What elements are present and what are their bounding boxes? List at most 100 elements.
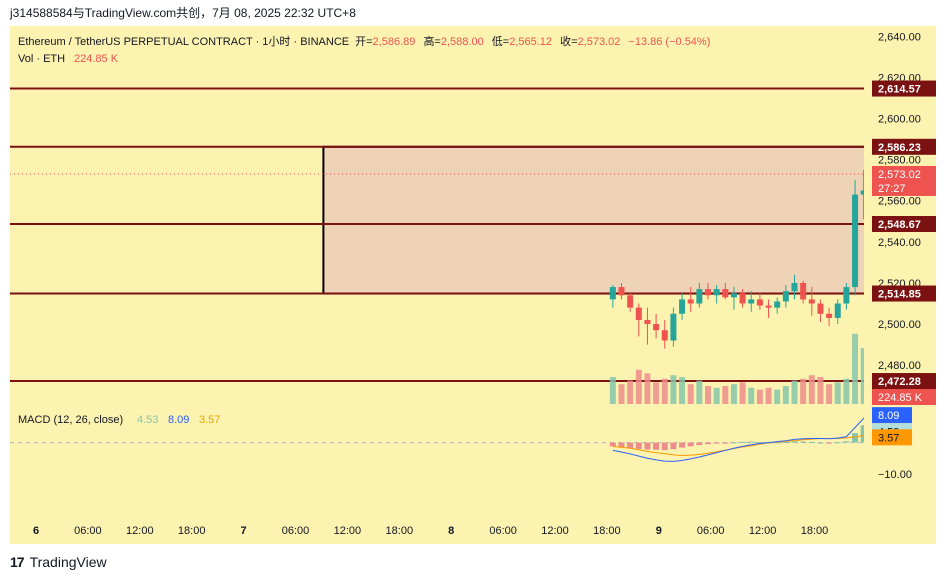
macd-histogram-bar [653,442,660,450]
candle-body [627,295,634,308]
volume-legend-label[interactable]: Vol · ETH [18,53,65,65]
macd-histogram-bar [705,442,711,445]
volume-legend-value: 224.85 K [74,53,119,65]
candle-body [791,282,798,292]
volume-bar [627,380,634,404]
price-level-tag [872,285,936,302]
high-label: 高= [423,34,440,48]
volume-bar [696,380,703,404]
price-level-tag-text: 2,548.67 [878,219,921,231]
macd-histogram-bar [627,442,634,449]
time-axis-layer: 6 06:00 12:00 18:00 7 06:00 12:00 18:00 8 06:00 12… [33,525,828,537]
volume-bar [774,389,781,404]
tradingview-logo-icon: 17 [10,554,25,570]
macd-histogram-bar [679,442,686,448]
macd-histogram-bar [722,442,729,444]
macd-histogram-bar [687,442,694,447]
close-value: 2,573.02 [578,36,621,48]
legend-symbol[interactable]: Ethereum / TetherUS PERPETUAL CONTRACT ·… [18,35,349,48]
candle-body [661,330,668,341]
macd-signal-line [612,426,936,456]
time-tick-label: 7 [241,525,247,537]
volume-bar [800,378,807,404]
price-tick-label: 2,480.00 [878,360,921,372]
macd-histogram-bar [635,442,642,449]
macd-value-tag-text: 8.09 [878,410,899,422]
macd-legend-label[interactable]: MACD (12, 26, close) [18,414,123,426]
time-tick-label: 06:00 [489,525,517,537]
price-tick-label: 2,500.00 [878,319,921,331]
price-level-tag-text: 2,614.57 [878,84,921,96]
watermark-header: j314588584与TradingView.com共创，7月 08, 2025… [10,6,356,20]
price-level-tag [872,138,936,155]
candle-body [644,319,651,325]
price-level-tag [872,373,936,390]
price-tick-label: 2,540.00 [878,237,921,249]
candle-body [817,303,824,314]
candle-body [756,299,763,306]
volume-bar [722,386,729,404]
volume-bar [730,384,737,404]
volume-bar [679,377,686,404]
candle-body [679,299,686,314]
time-tick-label: 06:00 [74,525,102,537]
last-price-tag-text: 2,573.02 [878,169,921,181]
volume-bar [609,377,616,404]
candle-body [739,293,746,304]
time-tick-label: 06:00 [697,525,725,537]
macd-histogram-bar [817,442,824,444]
macd-histogram-bar [782,441,789,443]
macd-legend-line: 8.09 [168,414,189,426]
price-tick-label: 2,560.00 [878,196,921,208]
time-tick-label: 18:00 [178,525,206,537]
macd-histogram-bar [756,441,763,443]
chart-frame[interactable]: 2,640.00 2,620.00 2,600.00 2,580.00 2,560.00… [10,26,936,544]
candle-body [713,289,720,296]
macd-histogram-bar [713,442,720,444]
footer-brand-text: TradingView [29,554,107,570]
macd-histogram-bar [748,441,755,443]
price-level-tag [872,216,936,233]
legend-layer: Ethereum / TetherUS PERPETUAL CONTRACT ·… [18,34,710,426]
volume-bar [618,384,625,404]
candle-body [609,287,616,300]
macd-histogram-bar [834,442,841,444]
candle-body [705,289,711,296]
macd-layer [10,389,936,462]
price-level-tag [872,80,936,97]
time-tick-label: 18:00 [801,525,829,537]
macd-legend-signal: 3.57 [199,414,220,426]
chart-canvas[interactable]: 2,640.002,620.002,600.002,580.002,560.00… [10,26,936,544]
macd-histogram-bar [852,433,859,443]
volume-bar [826,384,833,404]
volume-bar [687,384,694,404]
candle-body [618,287,625,296]
candle-body [808,299,815,304]
volume-bar [739,382,746,404]
close-label: 收= [560,34,577,48]
macd-histogram-bar [644,442,651,450]
open-label: 开= [355,36,372,48]
macd-value-tag [872,429,912,446]
volume-bar [782,386,789,404]
candle-body [860,190,867,195]
legend-ohlc: 开=2,586.89 高=2,588.00 低=2,565.12 收=2,573… [355,34,710,48]
price-tick-label: 2,580.00 [878,155,921,167]
volume-bar [748,387,755,404]
high-value: 2,588.00 [441,36,484,48]
candle-body [765,305,772,308]
macd-value-tag [872,407,912,424]
candle-body [826,313,833,318]
macd-tick-label: −10.00 [878,469,912,481]
footer-brand[interactable]: 17 TradingView [10,554,107,570]
macd-histogram-bar [661,442,668,451]
volume-tag [872,389,936,405]
volume-bar [644,373,651,404]
low-label: 低= [492,35,509,48]
macd-histogram-bar [860,425,867,443]
volume-bar [705,386,711,404]
candle-body [635,307,642,320]
range-box-layer [322,145,936,295]
candle-body [653,324,660,331]
candle-body [687,299,694,304]
